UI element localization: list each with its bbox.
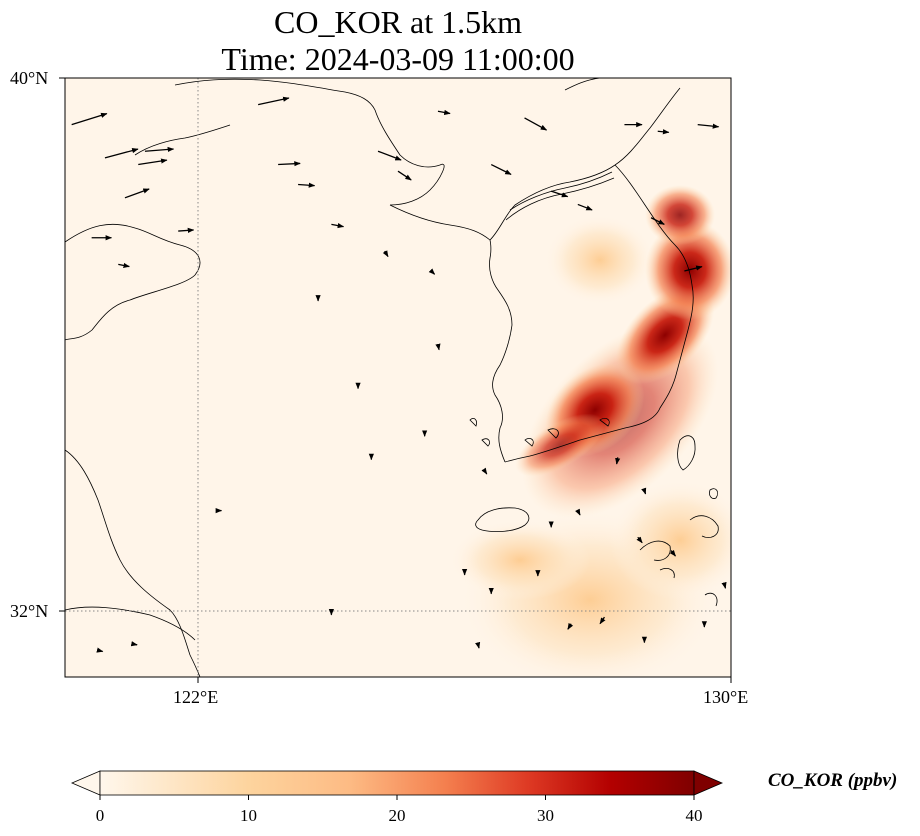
- wind-vector-arrow: [144, 146, 175, 153]
- wind-vector-arrow: [550, 190, 569, 198]
- lon-tick-label-130e: 130°E: [703, 687, 749, 707]
- lat-tick-label-40n: 40°N: [10, 68, 49, 88]
- wind-vector-arrow: [278, 161, 301, 167]
- wind-vector-arrow: [331, 223, 345, 229]
- jeju-island: [475, 507, 530, 532]
- wind-vector-arrow: [138, 158, 168, 166]
- wind-vector-arrow: [130, 641, 138, 647]
- wind-vector-arrow: [721, 581, 727, 589]
- wind-vector-arrow: [524, 117, 548, 131]
- colorbar-tick-30: 30: [537, 806, 554, 825]
- wind-vector-arrow: [697, 123, 720, 129]
- wind-vector-arrow: [96, 647, 104, 653]
- wind-vector-arrow: [636, 536, 643, 544]
- wind-vector-arrow: [684, 265, 703, 272]
- wind-vector-arrow: [258, 96, 290, 106]
- wind-vector-arrow: [382, 250, 389, 258]
- map-subtitle-time: Time: 2024-03-09 11:00:00: [221, 41, 575, 77]
- colorbar-tick-40: 40: [685, 806, 703, 825]
- wind-vector-arrow: [490, 163, 512, 176]
- wind-vector-arrow: [577, 203, 593, 211]
- wind-vector-arrow: [650, 217, 665, 225]
- islands: [469, 418, 719, 607]
- lon-tick-label-122e: 122°E: [173, 687, 219, 707]
- map-title: CO_KOR at 1.5km: [274, 4, 522, 40]
- wind-vector-arrow: [641, 487, 647, 495]
- co-concentration-field: [450, 185, 731, 677]
- colorbar: [70, 770, 724, 800]
- wind-vector-arrow: [377, 150, 402, 161]
- wind-vector-arrow: [657, 129, 670, 135]
- wind-vector-arrow: [575, 508, 581, 516]
- wind-vector-arrow: [567, 622, 574, 630]
- wind-vector-arrow: [475, 641, 481, 649]
- map-frame: [64, 77, 732, 678]
- colorbar-tick-10: 10: [240, 806, 257, 825]
- colorbar-label: CO_KOR (ppbv): [768, 770, 898, 791]
- wind-vector-arrow: [124, 188, 150, 199]
- axis-tick-marks: [59, 77, 732, 683]
- wind-vector-arrow: [428, 268, 436, 275]
- wind-vectors: [71, 96, 727, 653]
- wind-vector-arrow: [599, 616, 606, 625]
- wind-vector-arrow: [298, 182, 316, 188]
- coastlines: [65, 78, 694, 677]
- gridlines: [65, 78, 731, 677]
- wind-vector-arrow: [397, 170, 412, 181]
- wind-vector-arrow: [178, 227, 195, 233]
- colorbar-gradient: [99, 770, 695, 796]
- wind-vector-arrow: [669, 549, 676, 557]
- wind-vector-arrow: [481, 467, 488, 475]
- wind-vector-arrow: [118, 262, 130, 268]
- lat-tick-label-32n: 32°N: [10, 601, 49, 621]
- wind-vector-arrow: [437, 109, 451, 115]
- colorbar-extend-min: [70, 770, 101, 796]
- colorbar-extend-max: [693, 770, 724, 796]
- wind-vector-arrow: [71, 112, 108, 126]
- wind-vector-arrow: [615, 457, 621, 465]
- colorbar-tick-20: 20: [388, 806, 406, 825]
- colorbar-tick-0: 0: [95, 806, 105, 825]
- wind-vector-arrow: [104, 148, 139, 159]
- wind-vector-arrow: [435, 343, 441, 351]
